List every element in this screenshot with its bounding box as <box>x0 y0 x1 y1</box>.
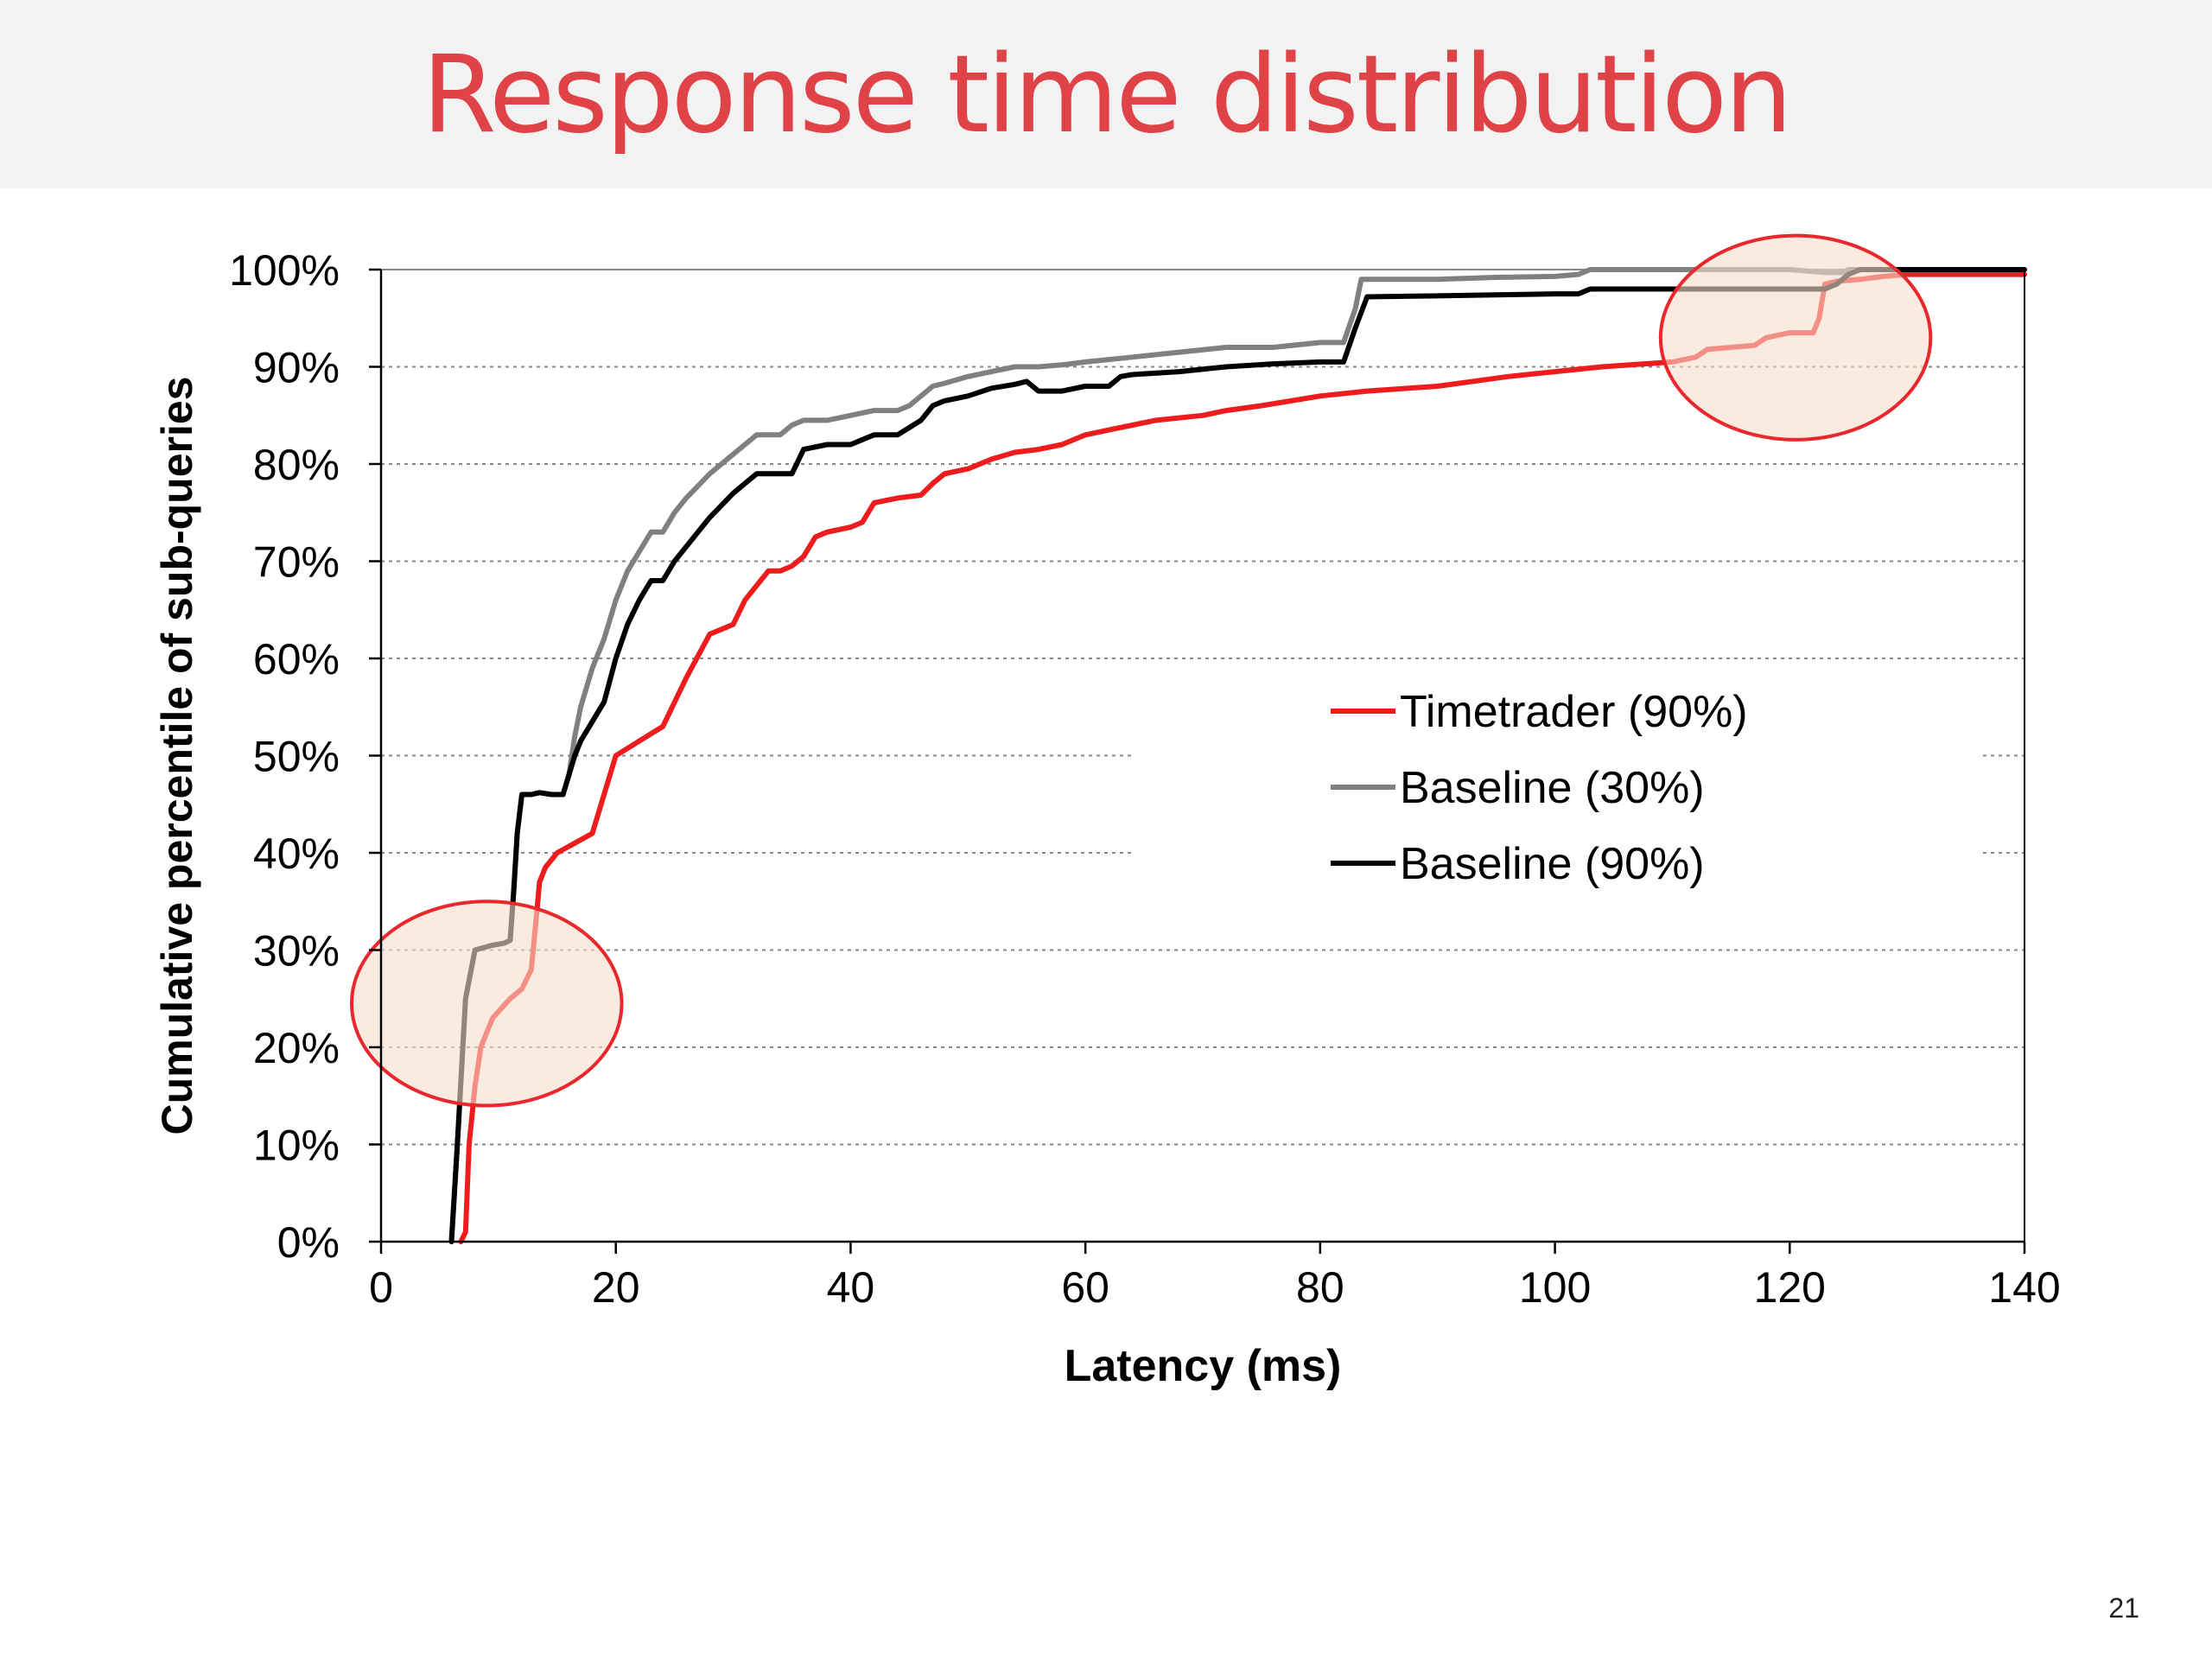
x-axis-title: Latency (ms) <box>1065 1341 1342 1391</box>
legend: Timetrader (90%) Baseline (30%) Baseline (… <box>1132 674 1979 907</box>
legend-label-2: Baseline (30%) <box>1400 763 1705 813</box>
y-tick-label: 40% <box>253 830 340 878</box>
legend-label-1: Timetrader (90%) <box>1400 687 1748 737</box>
highlight-ellipse-2 <box>1658 233 1933 442</box>
x-tick-label: 0 <box>369 1263 393 1312</box>
y-tick-label: 60% <box>253 635 340 683</box>
y-axis-title: Cumulative percentile of sub-queries <box>153 377 201 1135</box>
title-band <box>0 0 2212 188</box>
x-tick-label: 80 <box>1296 1263 1344 1312</box>
legend-background <box>1132 674 1979 907</box>
x-tick-label: 40 <box>827 1263 875 1312</box>
x-tick-label: 60 <box>1061 1263 1109 1312</box>
y-tick-label: 20% <box>253 1024 340 1072</box>
y-tick-label: 0% <box>277 1218 340 1267</box>
x-tick-label: 120 <box>1754 1263 1826 1312</box>
legend-label-3: Baseline (90%) <box>1400 839 1705 889</box>
x-tick-label: 140 <box>1988 1263 2060 1312</box>
x-tick-label: 100 <box>1519 1263 1591 1312</box>
y-tick-label: 90% <box>253 344 340 392</box>
slide-title: Response time distribution <box>422 33 1792 157</box>
page-number: 21 <box>2108 1592 2139 1624</box>
y-tick-label: 30% <box>253 927 340 976</box>
series-line-3 <box>448 267 2027 1244</box>
y-tick-label: 10% <box>253 1122 340 1170</box>
x-tick-label: 20 <box>592 1263 640 1312</box>
y-tick-label: 70% <box>253 538 340 587</box>
highlight-ellipse-1 <box>350 899 624 1108</box>
axes: 0% 10% 20% 30% 40% 50% 60% 70% 80% 90% 100% 0 20 40 60… <box>153 246 2061 1391</box>
highlight-ellipses <box>350 233 1933 1108</box>
y-tick-label: 100% <box>229 246 340 295</box>
y-tick-label: 50% <box>253 733 340 781</box>
y-tick-label: 80% <box>253 441 340 489</box>
